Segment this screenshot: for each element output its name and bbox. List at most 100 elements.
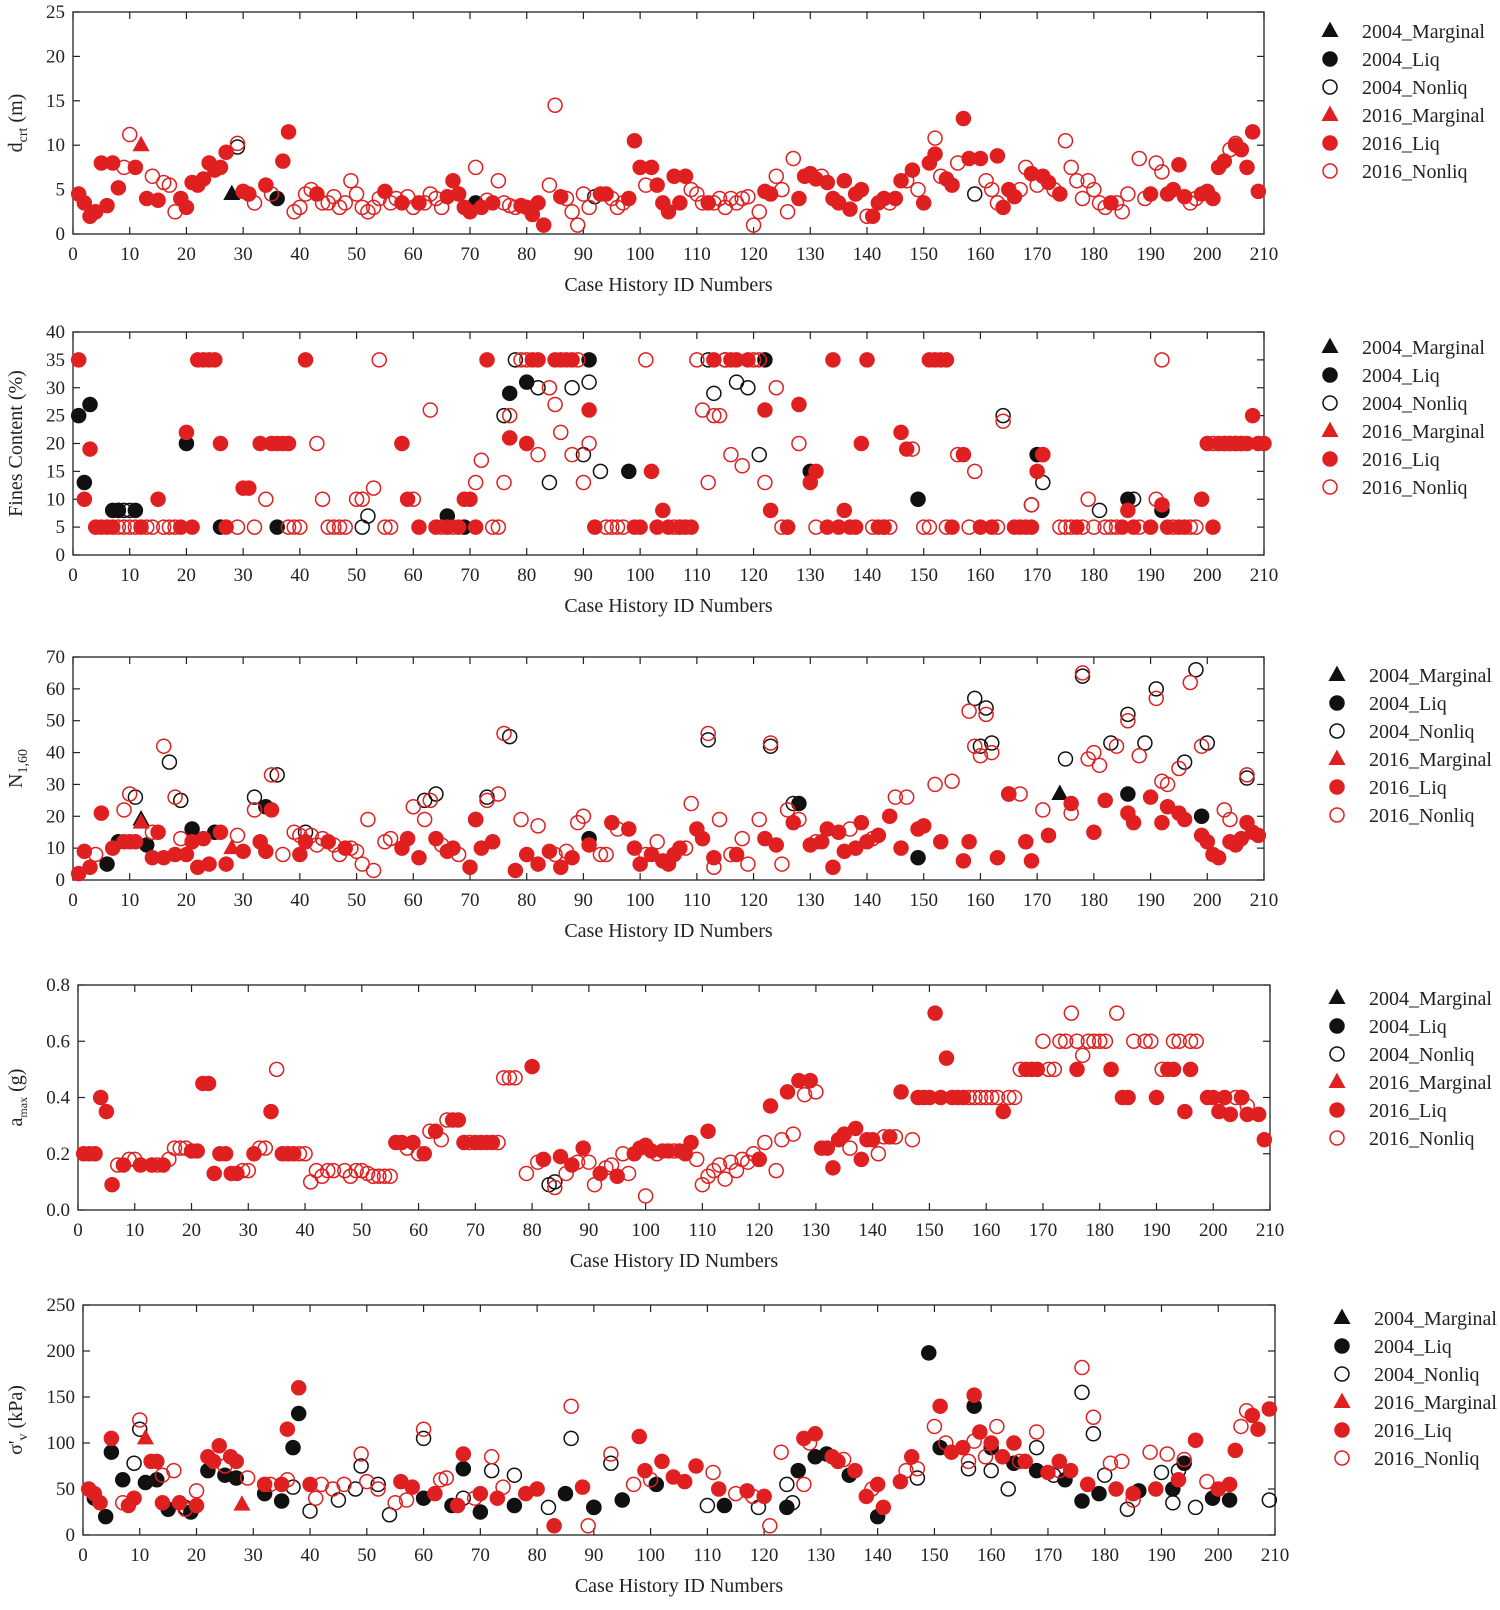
series-2016_Liq (70, 110, 1267, 233)
data-point (1137, 1033, 1153, 1049)
data-point (762, 502, 779, 519)
x-tick-label: 120 (739, 565, 768, 586)
data-point (1142, 1444, 1158, 1460)
data-point (984, 1089, 1000, 1106)
data-point (325, 1162, 342, 1179)
x-tick-label: 180 (1080, 890, 1109, 911)
data-point (1063, 1005, 1080, 1021)
x-tick-label: 190 (1136, 565, 1165, 586)
data-point (552, 859, 569, 876)
series-2016_Liq (75, 1005, 1273, 1193)
data-point (467, 811, 484, 828)
data-point (337, 195, 353, 211)
data-point (1069, 1033, 1085, 1049)
data-point (739, 1483, 755, 1499)
data-point (450, 846, 467, 863)
data-point (966, 1387, 982, 1403)
data-point (881, 195, 898, 211)
data-point (989, 849, 1006, 866)
data-point (507, 199, 524, 216)
data-point (926, 1418, 943, 1435)
data-point (575, 186, 592, 202)
data-point (314, 491, 331, 507)
data-point (297, 352, 314, 368)
data-point (751, 204, 767, 220)
data-point (438, 1470, 455, 1486)
x-tick-label: 100 (626, 244, 655, 265)
x-tick-label: 130 (796, 244, 825, 265)
data-point (649, 177, 665, 193)
data-point (1023, 853, 1040, 869)
data-point (547, 1174, 563, 1190)
x-tick-label: 140 (853, 890, 882, 911)
data-point (1018, 834, 1034, 850)
data-point (570, 352, 586, 368)
data-point (547, 846, 563, 863)
data-point (1029, 1061, 1046, 1078)
data-point (672, 840, 688, 856)
data-point (218, 856, 234, 872)
data-point (382, 195, 399, 211)
data-point (563, 1430, 579, 1447)
data-point (326, 837, 342, 853)
series-2016_Nonliq (109, 1005, 1256, 1204)
data-point (830, 824, 847, 840)
data-point (961, 519, 977, 535)
data-point (796, 1476, 812, 1493)
data-point (104, 519, 121, 535)
x-tick-label: 170 (1034, 1545, 1063, 1566)
x-tick-label: 100 (631, 1220, 660, 1241)
x-tick-label: 160 (966, 244, 995, 265)
data-point (195, 171, 212, 187)
data-point (422, 792, 439, 809)
data-point (1125, 519, 1142, 535)
data-point (336, 1476, 352, 1493)
data-point (955, 110, 972, 127)
data-point (307, 1490, 324, 1506)
data-point (700, 1168, 716, 1184)
data-point (144, 519, 161, 535)
data-point (762, 1098, 779, 1114)
data-point (927, 130, 943, 146)
legend-marker (1328, 749, 1346, 766)
data-point (1074, 519, 1091, 535)
x-tick-label: 80 (528, 1545, 547, 1566)
data-point (983, 1462, 999, 1479)
legend-marker (1321, 337, 1339, 354)
data-point (881, 519, 898, 535)
data-point (114, 1495, 131, 1511)
data-point (927, 1005, 943, 1021)
data-point (745, 217, 762, 233)
data-point (309, 435, 325, 452)
data-point (779, 802, 796, 818)
y-tick-label: 10 (46, 135, 65, 156)
data-point (405, 199, 422, 216)
data-point (666, 1143, 682, 1159)
data-point (710, 1481, 727, 1497)
data-point (700, 195, 716, 211)
data-point (461, 1134, 478, 1151)
data-point (1233, 435, 1250, 452)
legend-marker (1329, 723, 1345, 739)
y-tick-label: 35 (46, 350, 65, 371)
data-point (1108, 519, 1125, 535)
data-point (370, 1481, 386, 1497)
data-point (1148, 155, 1164, 171)
data-point (269, 519, 285, 535)
data-point (774, 519, 790, 535)
data-point (898, 1462, 914, 1479)
data-point (581, 199, 597, 216)
data-point (683, 1134, 699, 1151)
data-point (285, 1146, 302, 1162)
x-tick-label: 200 (1193, 244, 1222, 265)
data-point (416, 195, 433, 211)
data-point (835, 1451, 852, 1468)
data-point (405, 798, 422, 815)
legend-label: 2004_Liq (1374, 1336, 1452, 1358)
data-point (1126, 1033, 1142, 1049)
x-tick-label: 140 (863, 1545, 892, 1566)
x-tick-label: 90 (574, 244, 593, 265)
data-point (1154, 814, 1170, 831)
data-point (705, 1464, 721, 1481)
x-tick-label: 110 (693, 1545, 721, 1566)
